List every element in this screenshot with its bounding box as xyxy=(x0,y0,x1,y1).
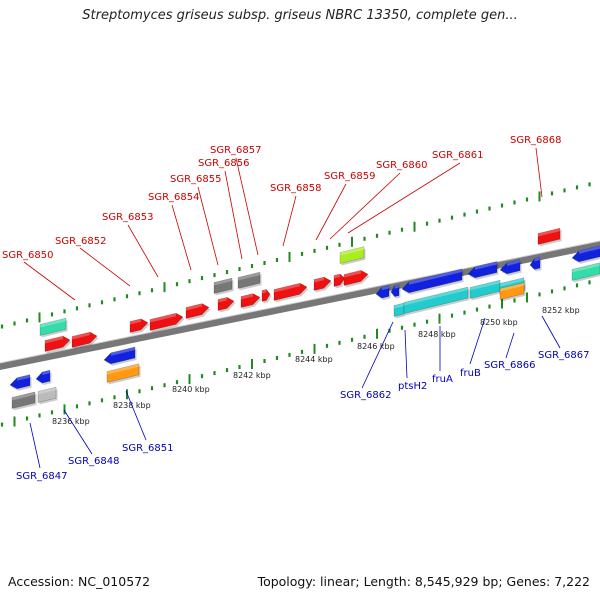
forward-gene-9 xyxy=(273,282,309,303)
reverse-gene-4 xyxy=(375,285,391,301)
label-leader-line xyxy=(125,390,147,441)
scale-tick-label: 8250 kbp xyxy=(480,318,518,327)
reverse-gene-label: SGR_6851 xyxy=(122,443,174,454)
forward-gene-10 xyxy=(313,276,333,293)
lower-green-box xyxy=(571,262,600,283)
forward-gene-4 xyxy=(149,312,185,333)
upper-green-box xyxy=(39,317,68,338)
reverse-gene-label: ptsH2 xyxy=(398,381,427,392)
label-leader-line xyxy=(347,162,461,234)
forward-gene-label: SGR_6856 xyxy=(198,158,250,169)
reverse-gene-label: fruA xyxy=(432,374,453,385)
label-leader-line xyxy=(23,261,76,301)
label-leader-line xyxy=(235,157,259,256)
page-title: Streptomyces griseus subsp. griseus NBRC… xyxy=(82,8,518,23)
reverse-gene-2 xyxy=(35,369,52,385)
sequence-backbone-highlight xyxy=(0,240,600,364)
reverse-gene-label: fruB xyxy=(460,368,481,379)
forward-gene-13 xyxy=(537,227,562,247)
forward-gene-1 xyxy=(44,335,72,354)
reverse-gene-1 xyxy=(9,374,32,391)
label-leader-line xyxy=(224,170,243,260)
label-leader-line xyxy=(63,409,93,455)
reverse-gene-3 xyxy=(103,346,137,366)
reverse-gene-9 xyxy=(529,256,542,272)
accession-text: Accession: NC_010572 xyxy=(8,574,151,589)
scale-tick-label: 8244 kbp xyxy=(295,355,333,364)
scale-tick-label: 8246 kbp xyxy=(357,342,395,351)
genome-summary-text: Topology: linear; Length: 8,545,929 bp; … xyxy=(257,574,590,589)
label-leader-line xyxy=(127,224,159,278)
label-leader-line xyxy=(404,329,408,379)
label-leader-line xyxy=(329,172,401,240)
label-leader-line xyxy=(505,332,515,359)
upper-tick-row xyxy=(0,182,591,329)
label-leader-line xyxy=(197,186,219,266)
reverse-gene-8 xyxy=(499,259,522,276)
forward-gene-12 xyxy=(343,270,370,288)
reverse-gene-6 xyxy=(401,268,464,295)
forward-gene-2 xyxy=(71,331,99,350)
label-leader-line xyxy=(171,204,192,271)
forward-gene-label: SGR_6855 xyxy=(170,174,222,185)
forward-gene-label: SGR_6858 xyxy=(270,183,322,194)
forward-gene-label: SGR_6852 xyxy=(55,236,107,247)
forward-gene-3 xyxy=(129,318,150,335)
label-leader-line xyxy=(535,147,543,198)
label-leader-line xyxy=(282,195,297,247)
forward-gene-label: SGR_6861 xyxy=(432,150,484,161)
forward-gene-label: SGR_6868 xyxy=(510,135,562,146)
reverse-gene-label: SGR_6866 xyxy=(484,360,536,371)
label-leader-line xyxy=(29,422,41,469)
forward-gene-5 xyxy=(185,303,211,321)
reverse-gene-label: SGR_6867 xyxy=(538,350,590,361)
lower-orange-box xyxy=(106,363,141,385)
reverse-gene-7 xyxy=(467,261,499,280)
scale-tick-label: 8240 kbp xyxy=(172,385,210,394)
scale-tick-label: 8252 kbp xyxy=(542,306,580,315)
reverse-gene-label: SGR_6847 xyxy=(16,471,68,482)
scale-tick-label: 8242 kbp xyxy=(233,371,271,380)
forward-gene-label: SGR_6853 xyxy=(102,212,154,223)
reverse-gene-10 xyxy=(571,245,600,264)
upper-gray-box-2 xyxy=(237,271,262,291)
label-leader-line xyxy=(469,317,486,365)
forward-gene-label: SGR_6859 xyxy=(324,171,376,182)
forward-gene-11 xyxy=(333,273,347,289)
upper-lime-box xyxy=(339,246,366,266)
reverse-gene-5 xyxy=(390,284,401,299)
lower-cyan-box-3 xyxy=(469,279,502,301)
lower-orange-box-2 xyxy=(499,282,526,302)
forward-gene-label: SGR_6854 xyxy=(148,192,200,203)
forward-gene-8 xyxy=(261,289,272,304)
label-leader-line xyxy=(361,321,394,389)
lower-gray-box xyxy=(11,391,37,411)
lower-lightgray-box xyxy=(37,386,58,405)
label-leader-line xyxy=(79,247,131,287)
scale-tick-label: 8248 kbp xyxy=(418,330,456,339)
forward-gene-7 xyxy=(240,293,262,310)
label-leader-line xyxy=(315,183,347,241)
lower-tick-row xyxy=(0,280,591,427)
forward-gene-label: SGR_6857 xyxy=(210,145,262,156)
forward-gene-label: SGR_6860 xyxy=(376,160,428,171)
reverse-gene-label: SGR_6862 xyxy=(340,390,392,401)
lower-cyan-box-1 xyxy=(393,302,406,319)
reverse-gene-label: SGR_6848 xyxy=(68,456,120,467)
upper-gray-box-1 xyxy=(213,277,234,296)
label-leader-line xyxy=(541,315,561,349)
lower-cyan-box-2 xyxy=(403,286,470,316)
forward-gene-label: SGR_6850 xyxy=(2,250,54,261)
forward-gene-6 xyxy=(217,297,236,313)
